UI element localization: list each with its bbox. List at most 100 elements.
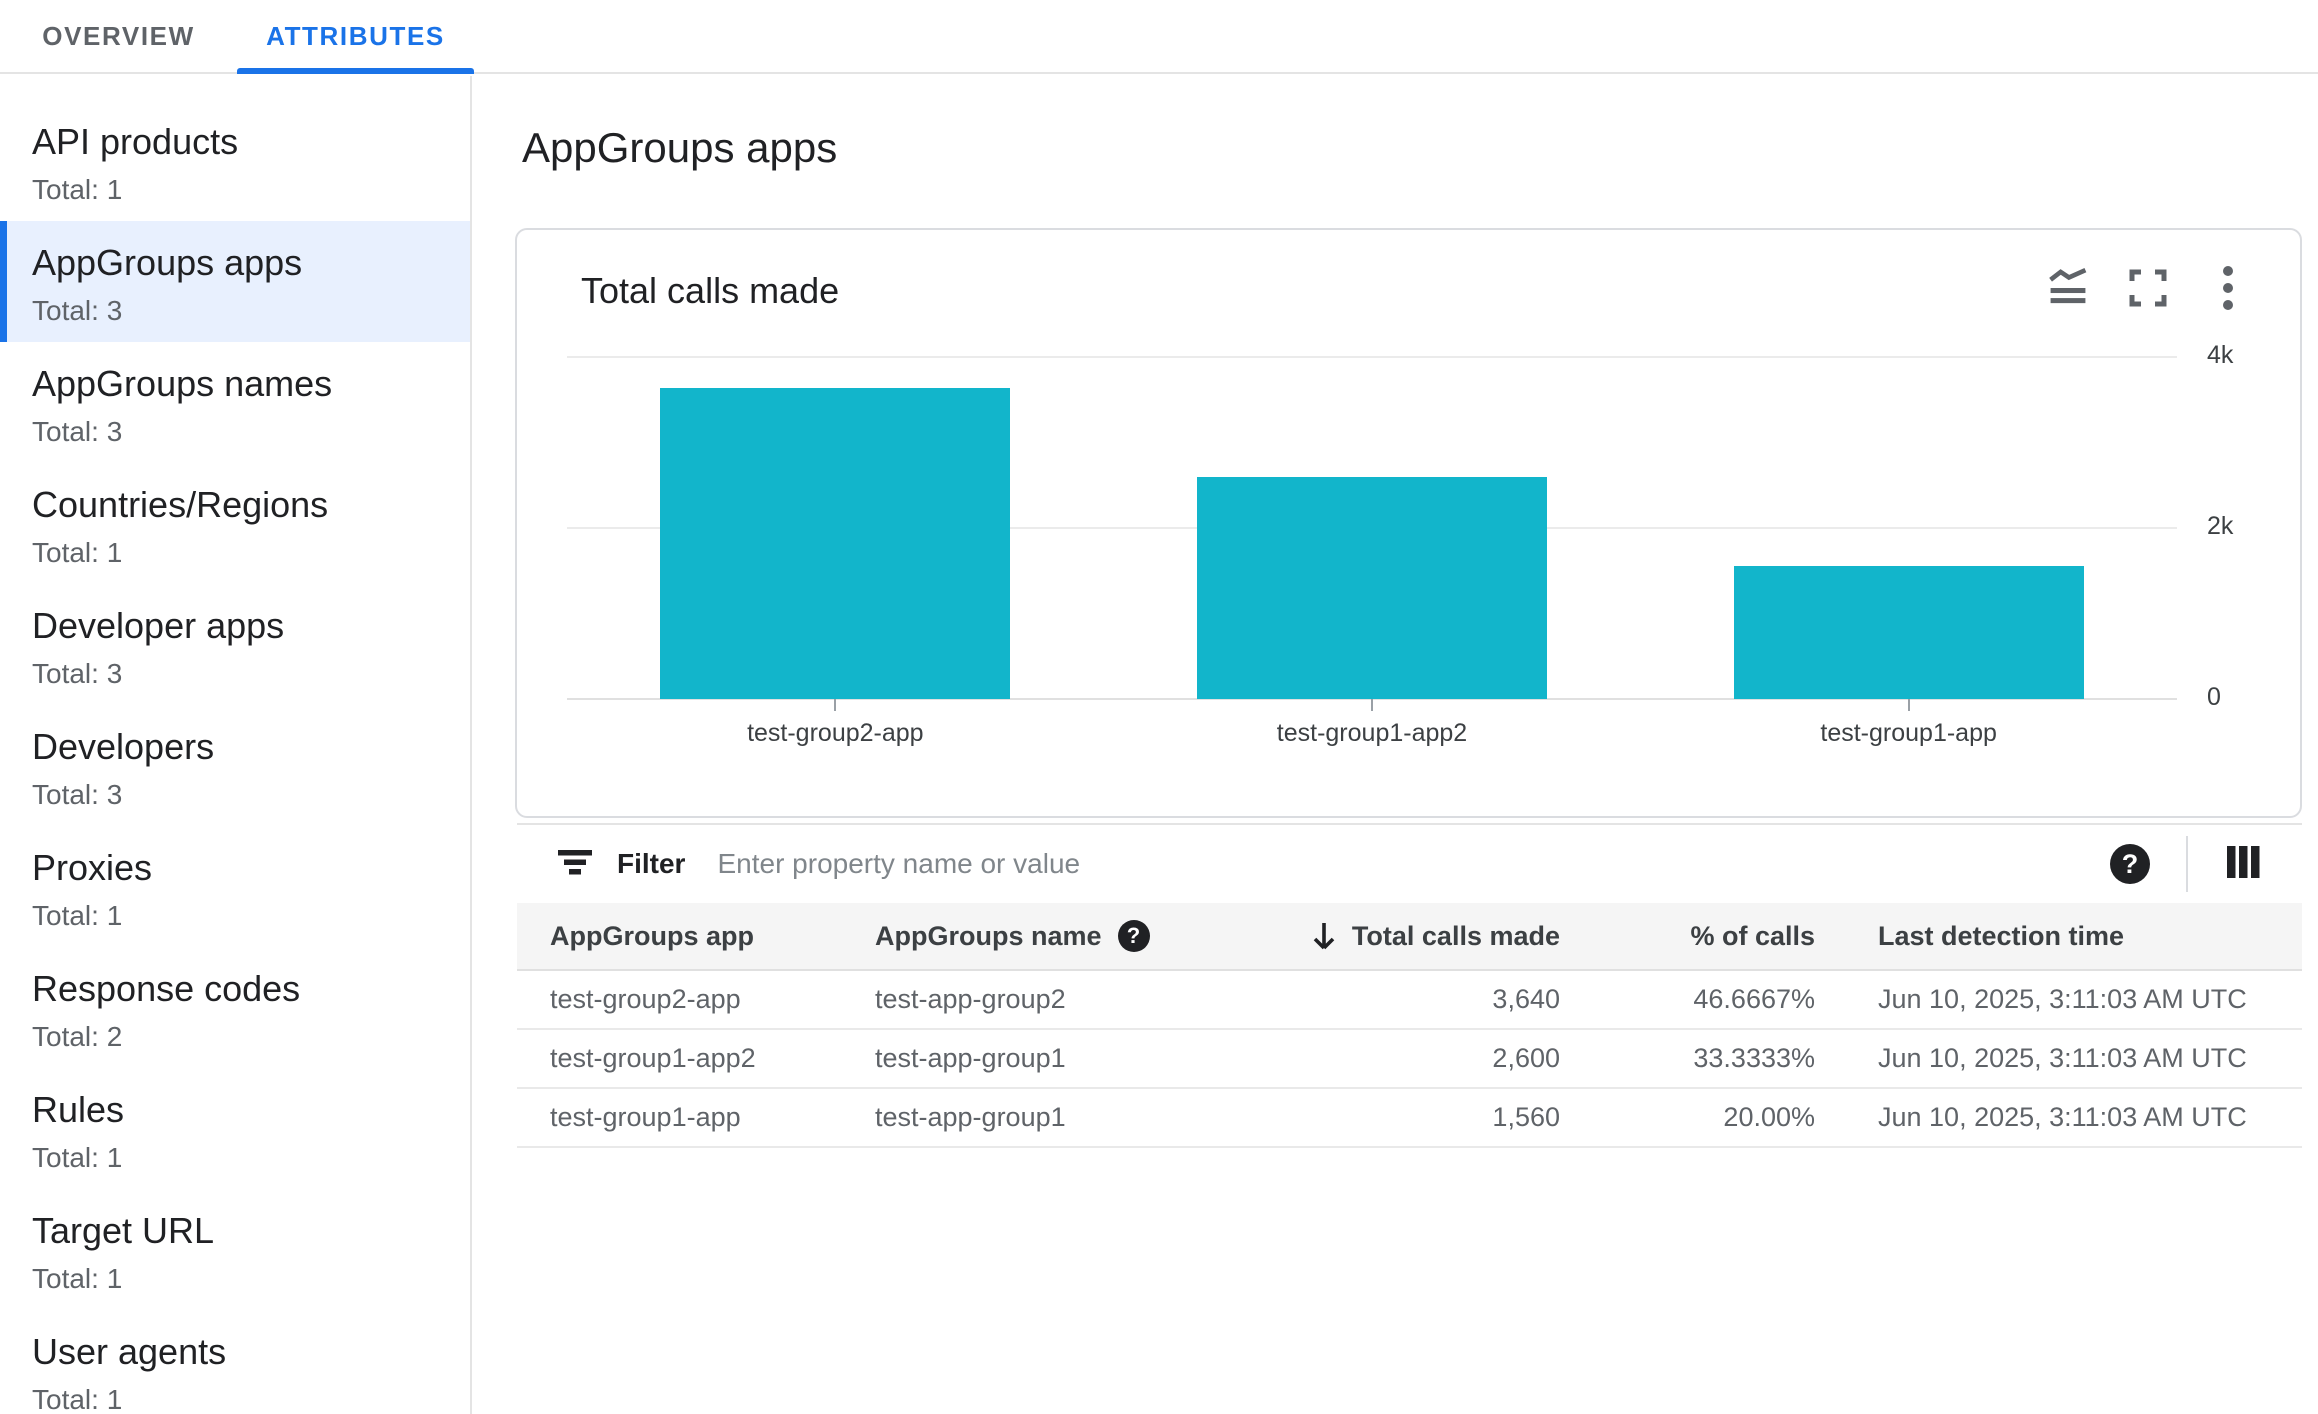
table-cell: Jun 10, 2025, 3:11:03 AM UTC bbox=[1878, 1102, 2247, 1132]
chart-plot: test-group2-app test-group1-app2 test-grou… bbox=[567, 356, 2177, 747]
more-vert-icon[interactable] bbox=[2206, 266, 2250, 310]
table-cell: test-group1-app2 bbox=[550, 1043, 756, 1073]
sidebar-item-user-agents[interactable]: User agents Total: 1 bbox=[0, 1310, 470, 1414]
column-header-label: % of calls bbox=[1690, 920, 1815, 951]
table-header-row: AppGroups app AppGroups name? Total calls … bbox=[517, 903, 2302, 971]
sidebar-item-title: API products bbox=[32, 121, 239, 162]
tab-attributes-label: ATTRIBUTES bbox=[266, 20, 445, 51]
sidebar-item-appgroups-names[interactable]: AppGroups names Total: 3 bbox=[0, 342, 470, 463]
table-cell: 2,600 bbox=[1492, 1043, 1560, 1073]
sidebar-item-total: Total: 1 bbox=[32, 537, 123, 569]
sidebar-item-title: Countries/Regions bbox=[32, 484, 329, 525]
sidebar-item-api-products[interactable]: API products Total: 1 bbox=[0, 100, 470, 221]
x-axis-label: test-group2-app bbox=[747, 719, 924, 747]
table-row-test-group1-app2: test-group1-app2 test-app-group1 2,600 33.3… bbox=[517, 1030, 2302, 1089]
sidebar-item-total: Total: 3 bbox=[32, 295, 123, 327]
y-axis-label: 0 bbox=[2207, 683, 2221, 711]
x-axis-tick bbox=[834, 699, 837, 711]
filter-actions-divider bbox=[2186, 836, 2188, 892]
sidebar-item-title: Developers bbox=[32, 726, 215, 767]
sidebar-item-countries-regions[interactable]: Countries/Regions Total: 1 bbox=[0, 463, 470, 584]
sidebar-item-title: Rules bbox=[32, 1089, 125, 1130]
table-cell: test-app-group2 bbox=[875, 984, 1066, 1014]
x-axis-label: test-group1-app bbox=[1820, 719, 1997, 747]
sidebar-item-proxies[interactable]: Proxies Total: 1 bbox=[0, 826, 470, 947]
column-header-label: Last detection time bbox=[1878, 920, 2125, 951]
column-header-total-calls-made[interactable]: Total calls made bbox=[1167, 920, 1560, 952]
sidebar-item-response-codes[interactable]: Response codes Total: 2 bbox=[0, 947, 470, 1068]
table-cell: Jun 10, 2025, 3:11:03 AM UTC bbox=[1878, 1043, 2247, 1073]
chart-card-actions bbox=[2046, 266, 2250, 310]
sidebar-item-target-url[interactable]: Target URL Total: 1 bbox=[0, 1189, 470, 1310]
sidebar-item-total: Total: 3 bbox=[32, 416, 123, 448]
table-cell: test-app-group1 bbox=[875, 1102, 1066, 1132]
table-cell: test-group2-app bbox=[550, 984, 741, 1014]
sidebar-item-title: AppGroups apps bbox=[32, 242, 303, 283]
column-help-icon[interactable]: ? bbox=[1117, 920, 1150, 952]
column-header-label: AppGroups app bbox=[550, 920, 754, 951]
bar-test-group1-app2[interactable] bbox=[1197, 476, 1547, 699]
x-axis-tick bbox=[1907, 699, 1910, 711]
sidebar-item-total: Total: 2 bbox=[32, 1021, 123, 1053]
tab-overview-label: OVERVIEW bbox=[42, 20, 195, 51]
filter-icon bbox=[557, 847, 593, 882]
sidebar-item-title: Proxies bbox=[32, 847, 153, 888]
table-row-test-group2-app: test-group2-app test-app-group2 3,640 46.66… bbox=[517, 971, 2302, 1030]
bar-test-group1-app[interactable] bbox=[1733, 565, 2084, 699]
sidebar-item-total: Total: 1 bbox=[32, 900, 123, 932]
sidebar-item-total: Total: 1 bbox=[32, 1263, 123, 1295]
sidebar-item-title: Response codes bbox=[32, 968, 301, 1009]
chart-card-title: Total calls made bbox=[581, 270, 840, 311]
sidebar-item-total: Total: 3 bbox=[32, 779, 123, 811]
sidebar-item-title: User agents bbox=[32, 1331, 227, 1372]
filter-label: Filter bbox=[617, 848, 686, 879]
gridline-4k bbox=[567, 356, 2177, 358]
column-header-label: Total calls made bbox=[1351, 920, 1560, 951]
column-picker-icon[interactable] bbox=[2224, 844, 2262, 885]
tab-overview[interactable]: OVERVIEW bbox=[0, 0, 237, 72]
sidebar: API products Total: 1 AppGroups apps Total:… bbox=[0, 76, 472, 1414]
column-header-appgroups-name: AppGroups name? bbox=[842, 920, 1167, 952]
chart-card: Total calls made bbox=[515, 228, 2302, 818]
table-cell: 33.3333% bbox=[1693, 1043, 1815, 1073]
column-header-last-detection-time: Last detection time bbox=[1815, 921, 2302, 952]
table-cell: 1,560 bbox=[1492, 1102, 1560, 1132]
chart-type-icon[interactable] bbox=[2046, 266, 2090, 310]
sidebar-item-total: Total: 3 bbox=[32, 658, 123, 690]
tab-bar: OVERVIEW ATTRIBUTES bbox=[0, 0, 2318, 74]
filter-bar: Filter ? bbox=[517, 823, 2302, 903]
sidebar-item-total: Total: 1 bbox=[32, 1384, 123, 1414]
sort-desc-icon[interactable] bbox=[1310, 920, 1338, 952]
column-header-appgroups-app: AppGroups app bbox=[517, 921, 842, 952]
sidebar-item-title: Target URL bbox=[32, 1210, 215, 1251]
y-axis-label: 2k bbox=[2207, 512, 2234, 540]
sidebar-item-title: Developer apps bbox=[32, 605, 285, 646]
table-cell: 46.6667% bbox=[1693, 984, 1815, 1014]
table-cell: test-group1-app bbox=[550, 1102, 741, 1132]
table-cell: 20.00% bbox=[1723, 1102, 1815, 1132]
table-cell: 3,640 bbox=[1492, 984, 1560, 1014]
table-body: test-group2-app test-app-group2 3,640 46.66… bbox=[517, 971, 2302, 1148]
table-row-test-group1-app: test-group1-app test-app-group1 1,560 20.00… bbox=[517, 1089, 2302, 1148]
column-header-of-calls: % of calls bbox=[1560, 921, 1815, 952]
bar-test-group2-app[interactable] bbox=[660, 387, 1011, 699]
sidebar-item-total: Total: 1 bbox=[32, 1142, 123, 1174]
filter-input[interactable] bbox=[717, 848, 2110, 880]
tab-attributes[interactable]: ATTRIBUTES bbox=[237, 0, 474, 74]
sidebar-item-title: AppGroups names bbox=[32, 363, 333, 404]
x-axis-tick bbox=[1371, 699, 1373, 711]
table-cell: Jun 10, 2025, 3:11:03 AM UTC bbox=[1878, 984, 2247, 1014]
column-header-label: AppGroups name bbox=[875, 920, 1102, 951]
x-axis-label: test-group1-app2 bbox=[1276, 719, 1468, 747]
y-axis-label: 4k bbox=[2207, 341, 2234, 369]
page-title: AppGroups apps bbox=[522, 124, 838, 171]
table-section: Filter ? AppGroups app AppGroups name? Tot… bbox=[517, 823, 2302, 1148]
filter-help-icon[interactable]: ? bbox=[2110, 844, 2150, 884]
sidebar-item-developers[interactable]: Developers Total: 3 bbox=[0, 705, 470, 826]
sidebar-item-developer-apps[interactable]: Developer apps Total: 3 bbox=[0, 584, 470, 705]
sidebar-item-rules[interactable]: Rules Total: 1 bbox=[0, 1068, 470, 1189]
fullscreen-icon[interactable] bbox=[2126, 266, 2170, 310]
sidebar-item-appgroups-apps[interactable]: AppGroups apps Total: 3 bbox=[0, 221, 470, 342]
sidebar-item-total: Total: 1 bbox=[32, 174, 123, 206]
